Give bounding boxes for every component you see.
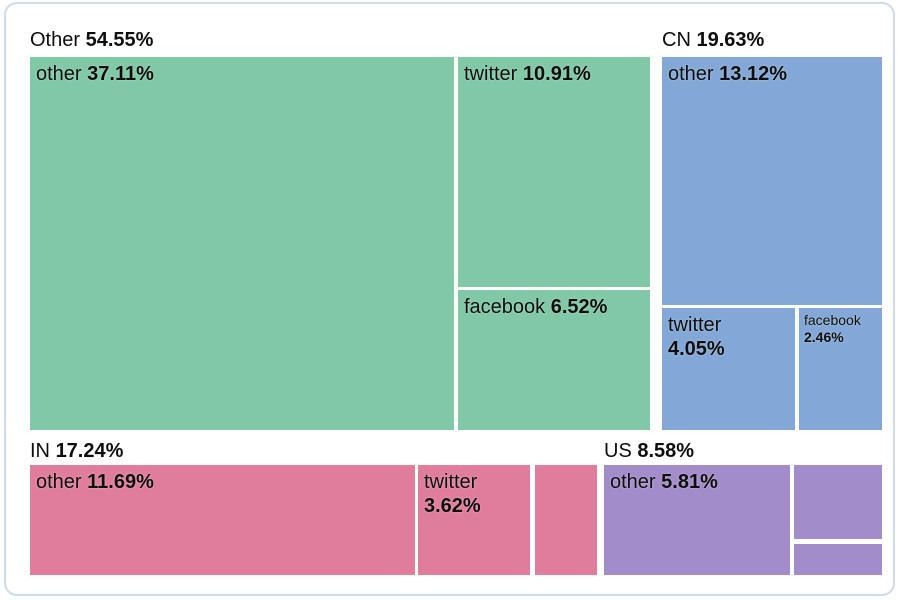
group-name: US — [604, 440, 632, 462]
treemap-cell-cn-other[interactable]: other 13.12% — [662, 57, 882, 305]
group-name: Other — [30, 29, 81, 51]
treemap-cell-cn-facebook[interactable]: facebook 2.46% — [799, 308, 882, 430]
cell-name: twitter — [424, 471, 478, 493]
cell-name: other — [36, 471, 82, 493]
group-label-us: US 8.58% — [604, 439, 694, 463]
cell-name: facebook — [804, 312, 861, 328]
cell-pct: 10.91% — [522, 63, 591, 85]
group-label-in: IN 17.24% — [30, 439, 123, 463]
cell-pct: 4.05% — [668, 338, 725, 360]
cell-pct: 13.12% — [719, 63, 787, 85]
group-name: IN — [30, 440, 50, 462]
group-pct: 54.55% — [85, 29, 154, 51]
treemap-cell-us-unlabeled-2[interactable] — [794, 544, 882, 575]
treemap-cell-us-other[interactable]: other 5.81% — [604, 465, 790, 575]
treemap-cell-in-unlabeled[interactable] — [535, 465, 597, 575]
cell-name: other — [668, 63, 714, 85]
group-pct: 8.58% — [637, 440, 695, 462]
treemap-cell-cn-twitter[interactable]: twitter 4.05% — [662, 308, 795, 430]
cell-pct: 3.62% — [424, 495, 481, 517]
group-pct: 17.24% — [55, 440, 124, 462]
cell-pct: 2.46% — [804, 329, 844, 345]
treemap-cell-us-unlabeled-1[interactable] — [794, 465, 882, 539]
group-label-cn: CN 19.63% — [662, 28, 764, 52]
cell-pct: 11.69% — [87, 471, 154, 493]
treemap-cell-in-twitter[interactable]: twitter 3.62% — [418, 465, 530, 575]
cell-pct: 5.81% — [661, 471, 718, 493]
treemap-chart: Other 54.55% other 37.11% twitter 10.91%… — [6, 4, 893, 594]
cell-pct: 6.52% — [550, 296, 608, 318]
group-label-other: Other 54.55% — [30, 28, 153, 52]
cell-name: other — [36, 63, 82, 85]
cell-name: other — [610, 471, 656, 493]
group-pct: 19.63% — [696, 29, 765, 51]
group-name: CN — [662, 29, 691, 51]
treemap-cell-other-facebook[interactable]: facebook 6.52% — [458, 290, 650, 430]
cell-name: twitter — [668, 314, 722, 336]
treemap-cell-other-other[interactable]: other 37.11% — [30, 57, 454, 430]
cell-pct: 37.11% — [87, 63, 154, 85]
cell-name: facebook — [464, 296, 546, 318]
treemap-cell-in-other[interactable]: other 11.69% — [30, 465, 415, 575]
treemap-cell-other-twitter[interactable]: twitter 10.91% — [458, 57, 650, 287]
cell-name: twitter — [464, 63, 518, 85]
treemap-card: Other 54.55% other 37.11% twitter 10.91%… — [4, 2, 895, 596]
